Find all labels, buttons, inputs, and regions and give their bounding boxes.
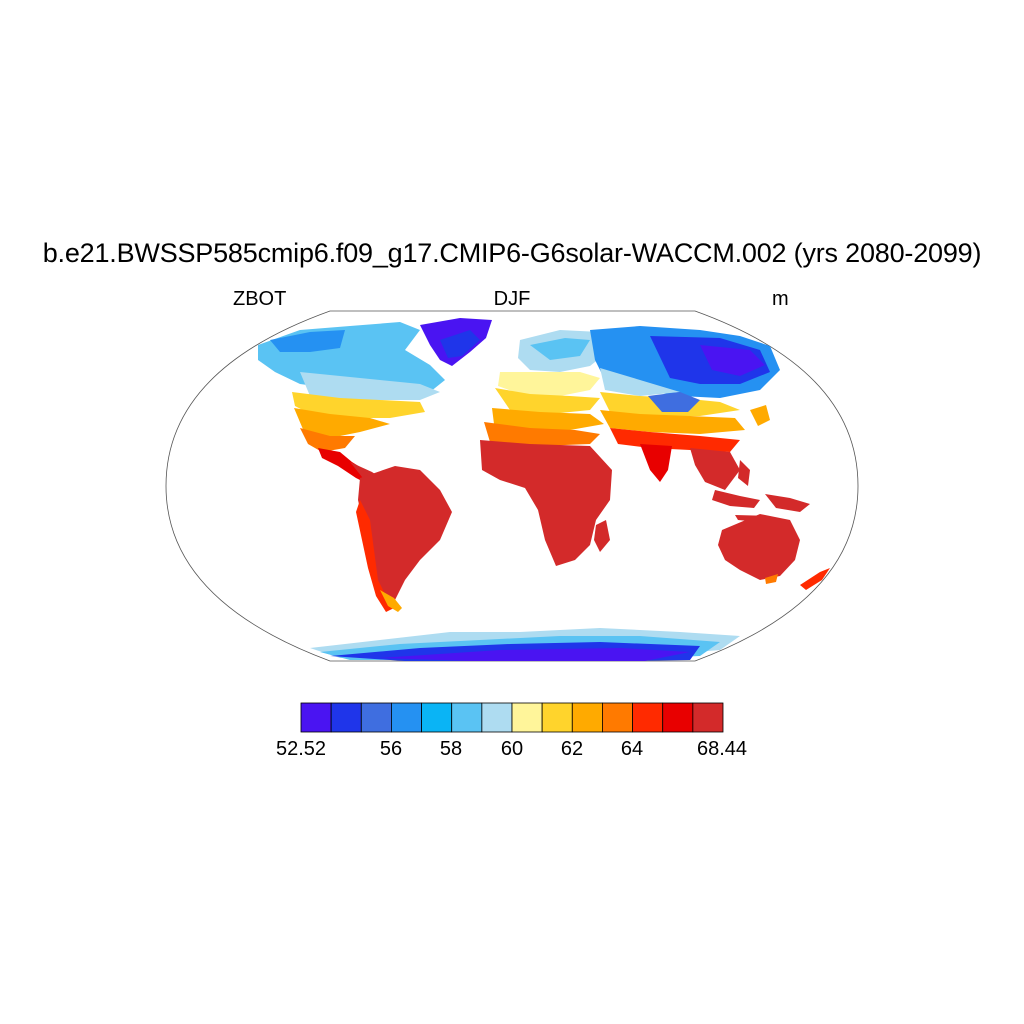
africa-landmass [480,408,612,566]
season-label: DJF [493,288,531,310]
colorbar-box [632,702,664,733]
europe-landmass [495,330,610,414]
colorbar-label-60: 60 [500,738,524,760]
colorbar-label-56: 56 [379,738,403,760]
colorbar-box [421,702,453,733]
south-america-landmass [356,466,452,612]
colorbar-box [571,702,603,733]
colorbar-label-58: 58 [439,738,463,760]
plot-title: b.e21.BWSSP585cmip6.f09_g17.CMIP6-G6sola… [42,238,982,268]
australia-landmass [718,514,830,590]
colorbar-box [360,702,392,733]
colorbar [300,702,724,733]
colorbar-label-min: 52.52 [275,738,327,760]
colorbar-label-62: 62 [560,738,584,760]
north-america-landmass [258,322,445,490]
antarctica-landmass [310,628,740,661]
colorbar-box [662,702,694,733]
colorbar-box [451,702,483,733]
colorbar-label-max: 68.44 [696,738,748,760]
colorbar-box [511,702,543,733]
asia-landmass [590,326,780,490]
colorbar-box [330,702,362,733]
colorbar-box [391,702,422,733]
colorbar-box [300,702,332,733]
colorbar-box [602,702,633,733]
colorbar-label-64: 64 [620,738,644,760]
colorbar-box [541,702,573,733]
colorbar-box [692,702,724,733]
variable-label: ZBOT [233,288,287,310]
colorbar-box [481,702,513,733]
units-label: m [772,288,789,310]
